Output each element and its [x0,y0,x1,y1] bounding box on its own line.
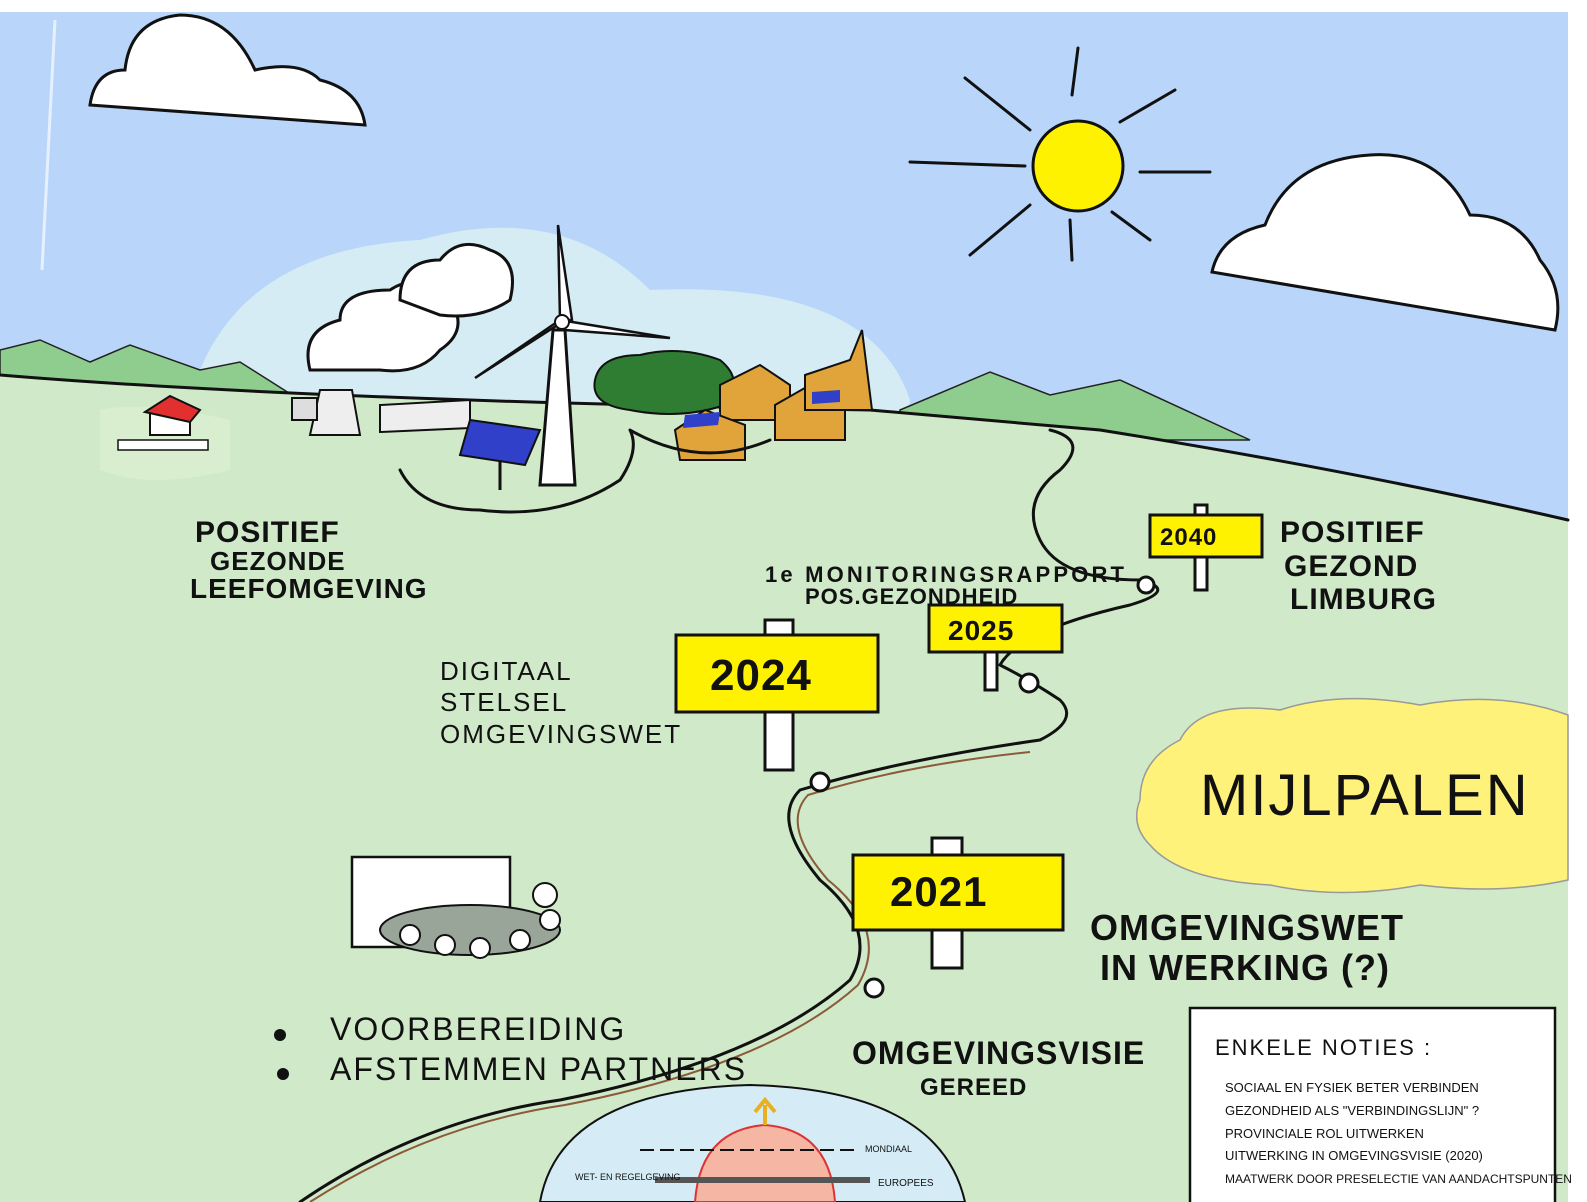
village-part [804,329,874,411]
milestone-label: LIMBURG [1290,583,1437,616]
milestone-label: STELSEL [440,687,568,717]
wind-turbine-part [554,314,570,330]
milestone-label: POS.GEZONDHEID [805,584,1018,609]
sign-2021-part [851,853,1065,932]
milestone-label: DIGITAAL [440,656,573,686]
sign-2025-part [927,603,1064,654]
ground-part [0,375,1568,1202]
year: 2040 [1160,524,1217,551]
preparation-line: AFSTEMMEN PARTNERS [330,1051,747,1087]
power-plant-part [291,397,318,421]
note-item: MAATWERK DOOR PRESELECTIE VAN AANDACHTSP… [1225,1172,1572,1186]
texts: POSITIEF GEZONDE LEEFOMGEVING 2040 POSIT… [190,516,1572,1189]
meeting-drawing-part [532,882,558,908]
steam-clouds [306,242,514,373]
note-item: UITWERKING IN OMGEVINGSVISIE (2020) [1225,1148,1483,1163]
meeting-drawing-part [539,909,561,931]
title: MIJLPALEN [1200,763,1530,828]
sign-2025-part [983,648,999,692]
road-part [309,751,1031,1202]
trees-part [593,350,735,415]
diagram-label: WET- EN REGELGEVING [575,1172,681,1182]
village [673,329,874,461]
notes-title: ENKELE NOTIES : [1215,1035,1432,1060]
wind-turbine-part [538,328,577,487]
steam-clouds-part [398,242,514,318]
note-item: SOCIAAL EN FYSIEK BETER VERBINDEN [1225,1080,1479,1095]
meeting-drawing-part [399,924,421,946]
vision-line: POSITIEF [195,516,340,549]
trees [593,350,735,415]
road-part [1136,575,1156,595]
note-item: GEZONDHEID ALS "VERBINDINGSLIJN" ? [1225,1103,1479,1118]
power-plant-part [379,398,471,434]
village-part [683,412,720,428]
cloud-left [88,13,367,127]
meeting-drawing-part [509,929,531,951]
cloud-left-part [88,13,367,127]
milestone-label: OMGEVINGSWET [440,719,682,749]
cloud-right-part [1210,153,1560,332]
power-plant [291,389,471,436]
notes-box [1188,1006,1557,1202]
vision-line: LEEFOMGEVING [190,573,428,604]
meeting-drawing-part [469,937,491,959]
farm-part [117,439,209,451]
year: 2021 [890,868,987,915]
sign-2021 [851,836,1065,970]
sun-part [1031,119,1125,213]
road-part [809,771,831,793]
sign-2024-part [674,633,880,714]
dome-diagram-part [753,1096,777,1125]
road [298,428,1160,1202]
milestone-label: POSITIEF [1280,516,1425,549]
milestone-label: IN WERKING (?) [1100,947,1390,988]
road-part [1018,672,1040,694]
milestone-label: GEZOND [1284,550,1418,583]
road-part [863,977,885,999]
sign-2040 [1148,503,1264,592]
solar-panel-part [458,418,542,467]
vision-document-line: OMGEVINGSVISIE [852,1035,1145,1071]
preparation-line: VOORBEREIDING [330,1011,626,1047]
vision-line: GEZONDE [210,546,346,576]
solar-panel [458,418,542,490]
bullets-part [274,1029,286,1041]
diagram-label: MONDIAAL [865,1144,912,1154]
note-item: PROVINCIALE ROL UITWERKEN [1225,1126,1424,1141]
mijlpalen-cloud [1135,697,1569,894]
village-part [812,390,840,404]
meeting-drawing-part [434,934,456,956]
year: 2024 [710,651,812,700]
year: 2025 [948,615,1014,646]
sky-part [40,19,57,271]
cloud-right [1210,153,1560,332]
vision-document-line: GEREED [920,1074,1027,1101]
sun-part [908,46,1212,262]
diagram-label: EUROPEES [878,1178,934,1189]
sign-2024 [674,618,880,772]
wind-turbine [474,224,671,487]
notes-box-part [1188,1006,1557,1202]
farm-part [142,394,202,424]
dome-diagram [538,1083,967,1202]
sign-2025 [927,603,1064,692]
bullets-part [277,1068,289,1080]
milestone-label: OMGEVINGSWET [1090,907,1404,948]
farm [117,394,209,451]
mijlpalen-cloud-part [1135,697,1569,894]
meeting-drawing [350,855,561,959]
sign-2040-part [1148,513,1264,559]
bullets [274,1029,289,1080]
road-part [298,428,1160,1202]
sun [908,46,1212,262]
road-part [398,428,772,514]
